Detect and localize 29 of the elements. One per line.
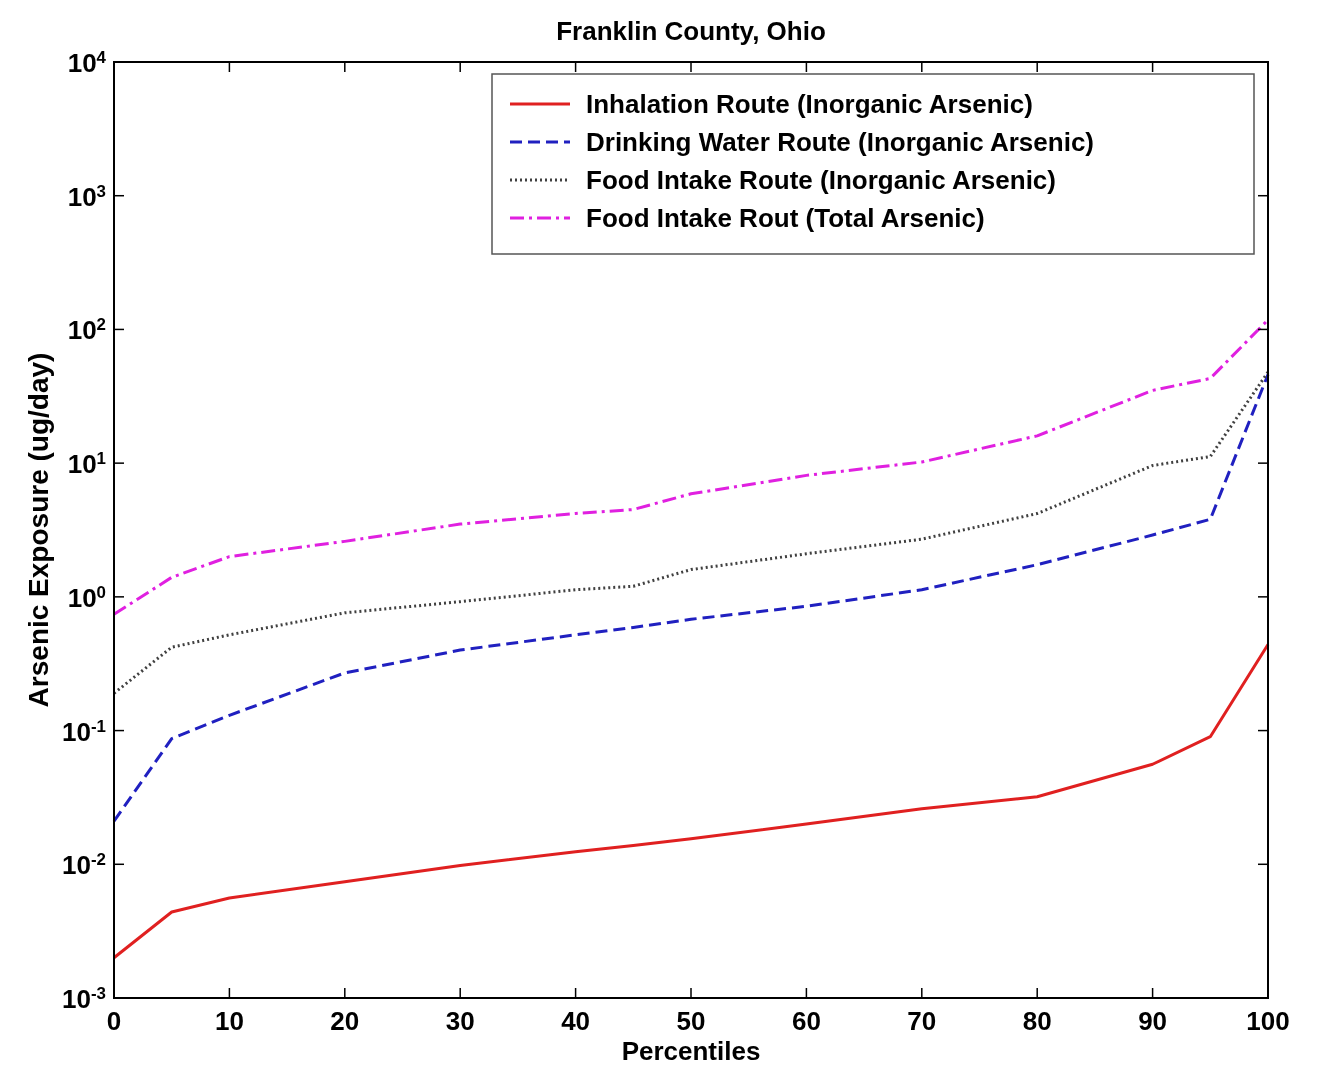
y-tick-label: 10$^{4}$ [67,47,107,78]
x-axis-title: Percentiles [621,1036,761,1066]
x-tick-label: 80 [1022,1006,1052,1036]
y-tick-label: 10$^{-1}$ [62,716,106,747]
legend-label: Food Intake Route (Inorganic Arsenic) [586,165,1056,195]
x-tick-label: 40 [561,1006,591,1036]
x-tick-label: 0 [106,1006,122,1036]
x-tick-label: 90 [1138,1006,1168,1036]
x-tick-label: 10 [214,1006,244,1036]
line-series [112,370,1270,695]
chart-title: Franklin County, Ohio [556,16,826,46]
legend-label: Inhalation Route (Inorganic Arsenic) [586,89,1033,119]
x-tick-label: 70 [907,1006,937,1036]
y-tick-label: 10$^{2}$ [67,314,106,346]
x-tick-label: 50 [676,1006,706,1036]
x-tick-label: 100 [1246,1006,1290,1036]
x-tick-label: 60 [791,1006,821,1036]
y-tick-label: 10$^{-2}$ [62,849,106,881]
x-tick-label: 30 [445,1006,475,1036]
line-series [112,643,1270,960]
legend-label: Food Intake Rout (Total Arsenic) [586,203,985,233]
y-tick-label: 10$^{3}$ [67,181,106,212]
y-tick-label: 10$^{-3}$ [62,983,106,1014]
y-tick-label: 10$^{1}$ [67,448,106,480]
legend-label: Drinking Water Route (Inorganic Arsenic) [586,127,1095,157]
y-axis-title: Arsenic Exposure (ug/day) [23,352,54,708]
line-series [112,373,1270,823]
y-tick-label: 10$^{0}$ [67,582,106,613]
x-tick-label: 20 [330,1006,360,1036]
